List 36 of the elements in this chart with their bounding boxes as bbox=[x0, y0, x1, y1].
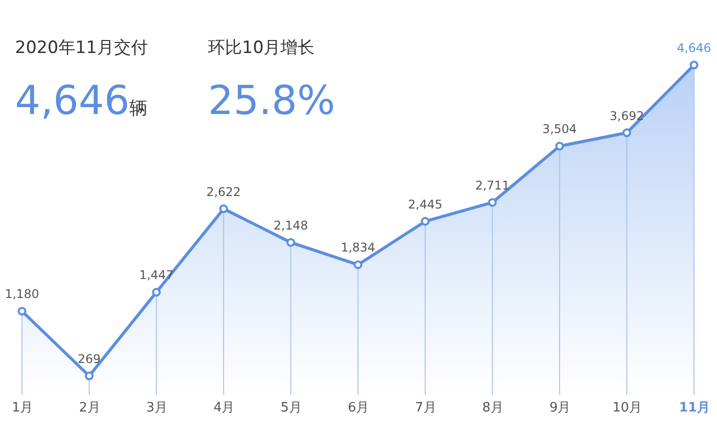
x-tick-label: 1月 bbox=[12, 400, 34, 416]
x-tick-label: 4月 bbox=[213, 400, 235, 416]
data-label: 1,834 bbox=[340, 240, 376, 255]
data-label: 1,180 bbox=[4, 287, 40, 302]
data-label: 269 bbox=[78, 352, 101, 366]
x-tick-label: 10月 bbox=[612, 400, 642, 416]
data-label: 3,692 bbox=[610, 108, 644, 123]
point bbox=[488, 198, 497, 207]
point bbox=[354, 260, 362, 270]
point bbox=[152, 288, 161, 297]
data-label: 4,646 bbox=[676, 41, 712, 55]
data-label: 2,711 bbox=[475, 178, 510, 192]
point bbox=[690, 60, 698, 70]
point bbox=[420, 216, 430, 226]
x-tick-label: 3月 bbox=[146, 400, 168, 416]
point bbox=[219, 204, 228, 214]
point bbox=[18, 306, 26, 316]
annotation: 4,646辆 bbox=[15, 78, 148, 124]
x-tick-label: 8月 bbox=[482, 400, 504, 416]
point bbox=[555, 142, 564, 150]
data-label: 2,148 bbox=[274, 218, 308, 232]
point bbox=[286, 238, 296, 247]
data-label: 3,504 bbox=[542, 122, 577, 136]
point bbox=[622, 128, 632, 138]
x-tick-label: 11月 bbox=[678, 400, 710, 416]
point bbox=[84, 372, 94, 380]
x-tick-label: 6月 bbox=[348, 400, 370, 416]
text: 2020年11月交付 bbox=[15, 37, 148, 59]
x-tick-label: 2月 bbox=[79, 400, 100, 416]
annotation: 25.8% bbox=[208, 78, 336, 124]
text: 环比10月增长 bbox=[208, 37, 315, 59]
x-tick-label: 9月 bbox=[549, 400, 571, 416]
x-tick-label: 7月 bbox=[415, 400, 436, 416]
data-label: 2,445 bbox=[408, 197, 442, 212]
data-label: 2,622 bbox=[206, 184, 241, 199]
x-tick-label: 5月 bbox=[280, 400, 302, 416]
